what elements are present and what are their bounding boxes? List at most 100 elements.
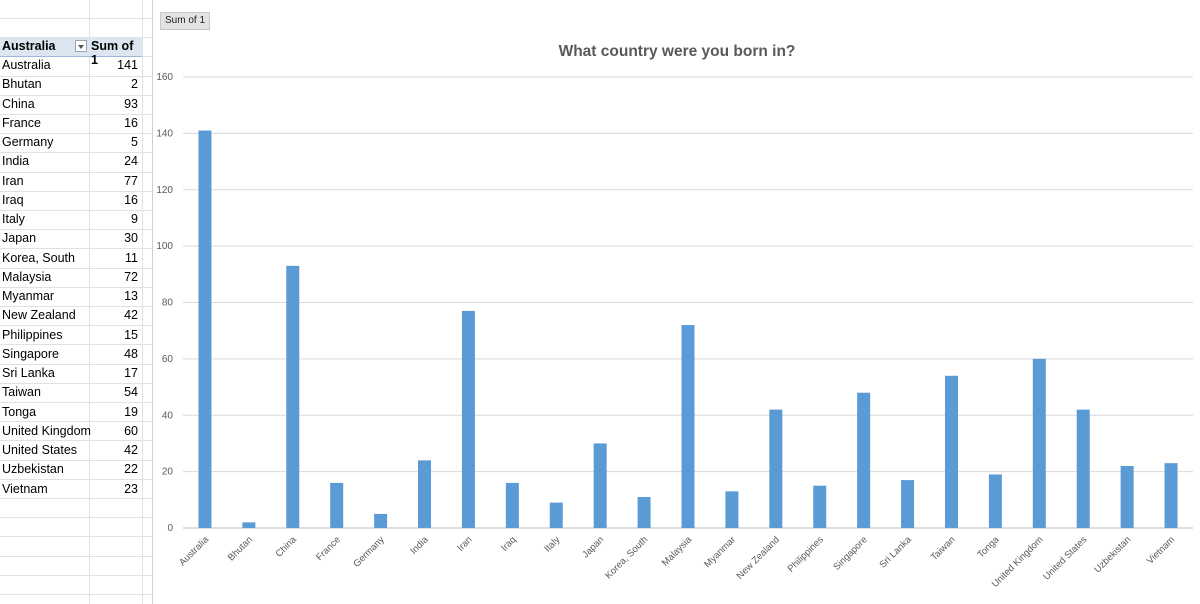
bar[interactable]: [901, 480, 915, 528]
pivot-row[interactable]: Korea, South 11: [0, 249, 142, 268]
bar[interactable]: [681, 325, 695, 528]
pivot-row-label: Iran: [2, 173, 24, 188]
pivot-row-label: Malaysia: [2, 269, 52, 284]
x-category-label: New Zealand: [735, 534, 782, 581]
pivot-row[interactable]: Myanmar 13: [0, 287, 142, 306]
pivot-row-value: 16: [124, 115, 138, 130]
bar-chart: What country were you born in? 0 20 40 60 80…: [156, 43, 1193, 590]
bar[interactable]: [418, 460, 432, 528]
pivot-row[interactable]: New Zealand 42: [0, 306, 142, 325]
pivot-row-label: Italy: [2, 212, 25, 226]
bar[interactable]: [769, 409, 783, 528]
pivot-row-value: 16: [124, 192, 138, 207]
bar[interactable]: [461, 310, 475, 528]
pivot-row[interactable]: Sri Lanka 17: [0, 364, 142, 383]
pivot-row[interactable]: Bhutan 2: [0, 75, 142, 94]
x-category-label: Japan: [580, 534, 606, 560]
bar[interactable]: [549, 502, 563, 528]
pivot-row-label: France: [2, 115, 41, 130]
pivot-row-label: Uzbekistan: [2, 462, 64, 477]
pivot-row[interactable]: Germany 5: [0, 133, 142, 152]
pivot-row-label: Australia: [2, 58, 51, 72]
pivot-row[interactable]: Australia 141: [0, 56, 142, 75]
pivot-row[interactable]: Vietnam 23: [0, 480, 142, 499]
x-category-label: Philippines: [786, 534, 826, 574]
x-category-label: Tonga: [975, 534, 1002, 561]
pivot-row[interactable]: Italy 9: [0, 210, 142, 229]
pivot-row[interactable]: Singapore 48: [0, 345, 142, 364]
pivot-row-value: 93: [124, 96, 138, 111]
pivot-row[interactable]: Malaysia 72: [0, 268, 142, 287]
pivot-row-value: 19: [124, 404, 138, 419]
x-category-label: Korea, South: [603, 534, 650, 581]
pivot-row-value: 48: [124, 346, 138, 361]
bar[interactable]: [330, 482, 344, 528]
x-category-label: Bhutan: [226, 534, 255, 563]
pivot-row-value: 5: [131, 135, 138, 149]
bar[interactable]: [1164, 463, 1178, 528]
pivot-row-value: 30: [124, 231, 138, 246]
pivot-row-label: China: [2, 96, 35, 111]
bar[interactable]: [1076, 409, 1090, 528]
pivot-row-value: 54: [124, 385, 138, 400]
pivot-row-label: Myanmar: [2, 289, 55, 303]
bar[interactable]: [988, 474, 1002, 528]
bar[interactable]: [1120, 465, 1134, 528]
y-tick-label: 80: [162, 298, 174, 309]
bar[interactable]: [198, 130, 212, 528]
pivot-row-value: 2: [131, 77, 138, 92]
bar[interactable]: [813, 485, 827, 528]
pivot-row-value: 141: [117, 58, 138, 72]
pivot-row[interactable]: United States 42: [0, 441, 142, 460]
bar[interactable]: [944, 375, 958, 528]
pivot-row[interactable]: Iraq 16: [0, 191, 142, 210]
pivot-row[interactable]: Uzbekistan 22: [0, 460, 142, 479]
pivot-row-value: 42: [124, 308, 138, 323]
pivot-row-label: United Kingdom: [2, 423, 91, 438]
pivot-row-label: United States: [2, 443, 78, 457]
pivot-row-label: Philippines: [2, 327, 63, 342]
pivot-row[interactable]: Japan 30: [0, 229, 142, 248]
pivot-row-value: 13: [124, 289, 138, 303]
bar[interactable]: [593, 443, 607, 528]
pivot-row-label: Korea, South: [2, 250, 75, 265]
pivot-row-header: Australia: [2, 39, 56, 53]
pivot-row[interactable]: United Kingdom 60: [0, 422, 142, 441]
bar[interactable]: [637, 496, 651, 528]
pivot-row-value: 9: [131, 212, 138, 226]
filter-dropdown-icon[interactable]: [75, 40, 87, 52]
pivot-row[interactable]: Philippines 15: [0, 326, 142, 345]
pivot-row[interactable]: Iran 77: [0, 172, 142, 191]
pivot-row[interactable]: Taiwan 54: [0, 383, 142, 402]
pivot-row[interactable]: China 93: [0, 95, 142, 114]
bar[interactable]: [725, 491, 739, 528]
bar[interactable]: [857, 392, 871, 528]
x-category-label: Iraq: [499, 534, 518, 553]
pivot-row-value: 42: [124, 443, 138, 457]
x-category-label: China: [274, 534, 300, 560]
pivot-row-label: Singapore: [2, 346, 59, 361]
x-category-label: Uzbekistan: [1092, 534, 1133, 575]
pivot-row-label: India: [2, 154, 30, 169]
bar[interactable]: [505, 482, 519, 528]
x-category-label: Australia: [177, 534, 211, 568]
y-tick-label: 160: [156, 72, 173, 83]
y-tick-label: 0: [167, 523, 173, 534]
bar[interactable]: [1032, 358, 1046, 528]
chart-field-button[interactable]: Sum of 1: [160, 12, 211, 30]
pivot-row[interactable]: France 16: [0, 114, 142, 133]
pivot-row-label: Germany: [2, 135, 54, 149]
chart-area[interactable]: Sum of 1 What country were you born in? …: [152, 0, 1200, 604]
bar[interactable]: [374, 513, 388, 528]
sheet-gridline: [89, 0, 90, 604]
pivot-row-value: 17: [124, 366, 138, 380]
pivot-row[interactable]: India 24: [0, 152, 142, 171]
pivot-row-value: 60: [124, 423, 138, 438]
pivot-row-value: 22: [124, 462, 138, 477]
bar[interactable]: [242, 522, 256, 528]
bar[interactable]: [286, 265, 300, 528]
pivot-row[interactable]: Tonga 19: [0, 403, 142, 422]
y-tick-label: 120: [156, 185, 173, 196]
pivot-header-row: Australia Sum of 1: [0, 37, 142, 67]
pivot-row-label: New Zealand: [2, 308, 76, 323]
